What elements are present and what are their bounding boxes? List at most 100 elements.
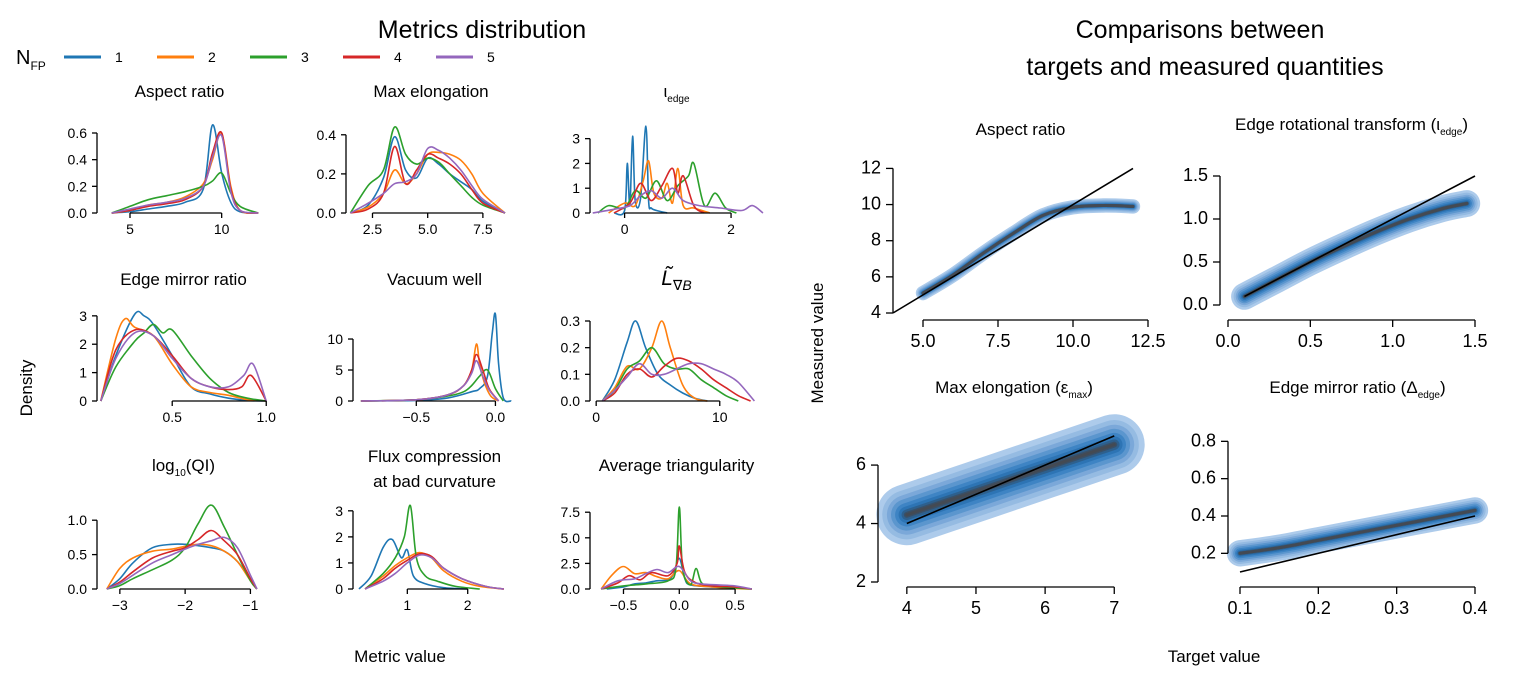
x-tick-label: 0.5 <box>1298 331 1323 351</box>
y-tick-label: 1 <box>79 365 87 381</box>
legend-label-5: 5 <box>487 49 495 65</box>
density-curve-4 <box>601 357 751 402</box>
right-panel-title-line2: targets and measured quantities <box>1026 53 1383 81</box>
density-curve-5 <box>600 565 752 590</box>
density-curve-1 <box>606 557 752 590</box>
x-tick-label: 1.5 <box>1462 331 1487 351</box>
x-tick-label: 7.5 <box>985 331 1010 351</box>
density-curve-2 <box>360 343 500 402</box>
y-tick-label: 0.4 <box>68 152 88 168</box>
density-curve-4 <box>100 328 267 402</box>
legend-label-4: 4 <box>394 49 402 65</box>
density-curve-5 <box>360 359 500 402</box>
panel-title-tail: ) <box>1087 378 1093 397</box>
legend: NFP 1 2 3 4 5 <box>16 47 495 73</box>
x-tick-label: 0.5 <box>725 597 745 613</box>
density-curve-4 <box>613 167 705 214</box>
y-tick-label: 0.0 <box>317 205 337 221</box>
x-tick-label: 6 <box>1040 598 1050 618</box>
y-tick-label: 0.0 <box>68 205 88 221</box>
y-tick-label: 2 <box>335 529 343 545</box>
x-tick-label: 4 <box>902 598 912 618</box>
y-tick-label: 1.0 <box>68 512 88 528</box>
y-tick-label: 0.6 <box>1191 468 1216 488</box>
kde-contour-level-9 <box>921 203 1135 295</box>
density-panel-2: Max elongation 2.5 5.0 7.5 0.0 0.2 0.4 <box>317 82 506 237</box>
y-tick-label: 0.2 <box>561 340 581 356</box>
density-curve-1 <box>358 538 468 590</box>
x-tick-label: 0 <box>621 221 629 237</box>
y-tick-label: 0.2 <box>317 166 337 182</box>
x-tick-label: 1.0 <box>1380 331 1405 351</box>
panel-title-subscript: max <box>1068 390 1087 401</box>
x-tick-label: 5.0 <box>910 331 935 351</box>
density-panel-6: L̃∇B 0 10 0.0 0.1 0.2 0.3 <box>561 266 756 425</box>
density-curve-2 <box>111 131 259 214</box>
panel-title-line2: at bad curvature <box>373 472 496 491</box>
density-curve-5 <box>364 554 505 590</box>
y-tick-label: 0.8 <box>1191 430 1216 450</box>
density-curve-1 <box>613 125 668 216</box>
density-curve-2 <box>100 317 267 402</box>
density-panel-5: Vacuum well −0.5 0.0 0 5 10 <box>327 270 512 425</box>
y-tick-label: 3 <box>79 308 87 324</box>
y-tick-label: 0.2 <box>68 178 88 194</box>
y-tick-label: 0.0 <box>1183 294 1208 314</box>
density-curve-2 <box>600 565 752 590</box>
y-tick-label: 4 <box>871 302 881 322</box>
panel-title: Edge mirror ratio <box>120 270 247 289</box>
y-tick-label: 5.0 <box>561 530 581 546</box>
x-tick-label: 0.2 <box>1306 598 1331 618</box>
left-x-axis-label: Metric value <box>354 647 446 666</box>
y-tick-label: 1.0 <box>1183 208 1208 228</box>
y-tick-label: 0.4 <box>1191 505 1216 525</box>
density-panel-1: Aspect ratio 5 10 0.0 0.2 0.4 0.6 <box>68 82 259 237</box>
density-panel-8: Flux compression at bad curvature 1 2 0 1 2 3 <box>335 447 505 613</box>
x-tick-label: 10 <box>214 221 230 237</box>
x-tick-label: 0.0 <box>1215 331 1240 351</box>
left-y-axis-label: Density <box>17 359 36 416</box>
panel-title-subscript: ∇B <box>672 277 692 293</box>
density-curve-5 <box>592 187 764 214</box>
x-tick-label: −0.5 <box>402 409 430 425</box>
y-tick-label: 2 <box>79 336 87 352</box>
legend-label-1: 1 <box>115 49 123 65</box>
y-tick-label: 0.2 <box>1191 542 1216 562</box>
comparison-panel-1: Aspect ratio 5.0 7.5 10.0 12.5 4 6 8 10 12 <box>861 120 1166 351</box>
y-tick-label: 1 <box>572 180 580 196</box>
panel-title: Average triangularity <box>599 456 755 475</box>
right-y-axis-label: Measured value <box>808 283 827 404</box>
x-tick-label: −2 <box>177 597 193 613</box>
right-x-axis-label: Target value <box>1168 647 1261 666</box>
x-tick-label: 2.5 <box>363 221 383 237</box>
y-tick-label: 0 <box>335 393 343 409</box>
density-curve-3 <box>601 346 739 402</box>
comparison-panel-4: Edge mirror ratio (Δedge) 0.1 0.2 0.3 0.4 0.2… <box>1191 378 1489 618</box>
x-tick-label: 0.0 <box>486 409 506 425</box>
density-curve-5 <box>100 330 267 402</box>
x-tick-label: 0.0 <box>670 597 690 613</box>
identity-line <box>1244 175 1476 298</box>
legend-title: NFP <box>16 47 46 73</box>
density-curve-2 <box>106 543 258 590</box>
y-tick-label: 2.5 <box>561 555 581 571</box>
y-tick-label: 1 <box>335 555 343 571</box>
panel-title-tail: ) <box>1462 115 1468 134</box>
density-curve-4 <box>111 130 259 214</box>
x-tick-label: 5.0 <box>418 221 438 237</box>
panel-title: Edge rotational transform (ιedge) <box>1235 115 1468 138</box>
x-tick-label: 0.4 <box>1462 598 1487 618</box>
y-tick-label: 3 <box>572 131 580 147</box>
x-tick-label: 1 <box>403 597 411 613</box>
y-tick-label: 0 <box>79 393 87 409</box>
x-tick-label: 7.5 <box>473 221 493 237</box>
y-tick-label: 0.6 <box>68 125 88 141</box>
y-tick-label: 0 <box>572 205 580 221</box>
x-tick-label: 0 <box>592 409 600 425</box>
y-tick-label: 6 <box>871 266 881 286</box>
panel-title: Vacuum well <box>387 270 482 289</box>
x-tick-label: 12.5 <box>1130 331 1165 351</box>
panel-title-subscript: 10 <box>175 468 187 479</box>
y-tick-label: 6 <box>856 454 866 474</box>
